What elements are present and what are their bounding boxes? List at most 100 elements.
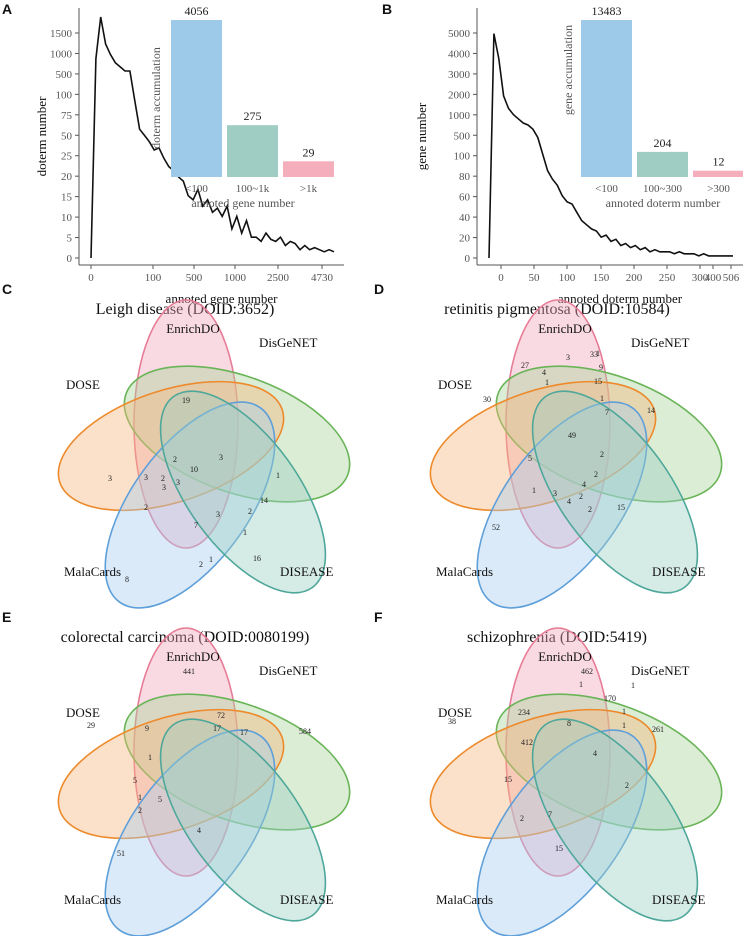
venn-region-count: 2: [594, 470, 598, 479]
venn-region-count: 52: [492, 523, 500, 532]
x-tick-label: 500: [186, 272, 203, 284]
inset-bar: [227, 125, 278, 177]
venn-set-malacards: [104, 729, 276, 936]
bar-value-label: 12: [713, 155, 725, 169]
y-tick-label: 20: [61, 171, 73, 183]
y-tick-label: 50: [61, 130, 73, 142]
venn-set-dose: [57, 380, 285, 512]
venn-set-label: MalaCards: [64, 892, 121, 907]
y-tick-label: 4000: [448, 48, 471, 60]
panel-letter-e: E: [2, 609, 11, 625]
venn-region-count: 4: [197, 826, 201, 835]
x-tick-label: 100: [145, 272, 162, 284]
venn-region-count: 1: [622, 707, 626, 716]
y-tick-label: 1500: [50, 28, 73, 40]
x-tick-label: 50: [529, 272, 541, 284]
venn-region-count: 17: [213, 724, 221, 733]
venn-set-disease: [531, 390, 699, 594]
venn-region-count: 170: [604, 694, 616, 703]
x-tick-label: 150: [593, 272, 610, 284]
venn-region-count: 15: [555, 844, 563, 853]
inset-bar: [171, 20, 222, 177]
x-tick-label: 2500: [267, 272, 290, 284]
inset-category-label: <100: [595, 183, 618, 195]
venn-title: schizophrenia (DOID:5419): [467, 629, 647, 646]
inset-bar: [283, 161, 334, 177]
panel-letter-f: F: [374, 609, 383, 625]
venn-set-malacards: [476, 729, 648, 936]
venn-region-count: 3: [553, 489, 557, 498]
venn-diagram-c: C Leigh disease (DOID:3652) EnrichDO DisGeN…: [2, 281, 351, 609]
inset-category-label: 100~1k: [236, 183, 270, 195]
x-tick-label: 4730: [311, 272, 334, 284]
venn-region-count: 2: [248, 507, 252, 516]
series-line: [90, 16, 335, 259]
venn-region-count: 441: [183, 667, 195, 676]
y-tick-label: 500: [56, 69, 73, 81]
bar-value-label: 13483: [592, 4, 622, 18]
venn-region-count: 584: [299, 727, 311, 736]
venn-region-count: 8: [125, 575, 129, 584]
line-chart-a: 0 5 10 15 20 25 50 75 100 500 1000 1500 0 100 500 1000 2…: [34, 4, 344, 306]
venn-set-malacards: [104, 401, 276, 609]
y-tick-label: 20: [459, 233, 471, 245]
series-line: [488, 33, 733, 259]
venn-region-count: 3: [144, 473, 148, 482]
venn-region-count: 1: [532, 486, 536, 495]
inset-category-label: 100~300: [643, 183, 682, 195]
line-chart-b: 0 20 40 60 80 100 500 1000 2000 3000 4000 5000 0 50 10…: [414, 4, 743, 306]
venn-set-label: DOSE: [438, 377, 472, 392]
y-tick-label: 0: [465, 253, 471, 265]
bar-value-label: 204: [654, 136, 672, 150]
inset-category-label: >300: [707, 183, 730, 195]
venn-set-label: DOSE: [66, 377, 100, 392]
venn-set-dose: [429, 708, 657, 840]
y-tick-label: 10: [61, 212, 73, 224]
venn-region-count: 3: [108, 474, 112, 483]
inset-y-label: doterm accumulation: [149, 47, 163, 149]
bar-value-label: 275: [244, 109, 262, 123]
x-tick-label: 250: [659, 272, 676, 284]
venn-region-count: 19: [182, 396, 190, 405]
venn-region-count: 3: [566, 353, 570, 362]
venn-set-label: DOSE: [438, 705, 472, 720]
venn-set-label: DISEASE: [280, 892, 334, 907]
venn-set-label: DisGeNET: [259, 663, 318, 678]
venn-set-label: DisGeNET: [631, 335, 690, 350]
venn-region-count: 462: [581, 667, 593, 676]
y-tick-label: 75: [61, 110, 73, 122]
y-tick-label: 2000: [448, 89, 471, 101]
y-tick-label: 25: [61, 151, 73, 163]
venn-region-count: 234: [518, 708, 530, 717]
y-tick-label: 1000: [448, 110, 471, 122]
bar-value-label: 4056: [185, 4, 209, 18]
venn-region-count: 2: [579, 492, 583, 501]
venn-region-count: 15: [594, 377, 602, 386]
venn-region-count: 9: [599, 363, 603, 372]
venn-title: retinitis pigmentosa (DOID:10584): [444, 301, 670, 318]
venn-region-count: 1: [579, 680, 583, 689]
inset-bar: [693, 170, 743, 177]
venn-region-count: 7: [548, 810, 552, 819]
venn-region-count: 1: [138, 793, 142, 802]
venn-region-count: 1: [276, 471, 280, 480]
venn-region-count: 10: [190, 465, 198, 474]
y-tick-label: 5000: [448, 28, 471, 40]
venn-set-label: EnrichDO: [166, 321, 219, 336]
venn-title: colorectal carcinoma (DOID:0080199): [61, 629, 310, 646]
venn-set-label: DisGeNET: [259, 335, 318, 350]
venn-region-count: 27: [521, 361, 529, 370]
venn-region-count: 261: [652, 725, 664, 734]
y-tick-label: 5: [67, 233, 73, 245]
venn-set-label: EnrichDO: [538, 649, 591, 664]
inset-bar: [581, 20, 632, 177]
venn-region-count: 29: [87, 721, 95, 730]
venn-set-dose: [57, 708, 285, 840]
venn-region-count: 3: [176, 478, 180, 487]
venn-region-count: 1: [596, 349, 600, 358]
inset-x-label: annoted doterm number: [606, 196, 721, 210]
x-tick-label: 0: [498, 272, 504, 284]
